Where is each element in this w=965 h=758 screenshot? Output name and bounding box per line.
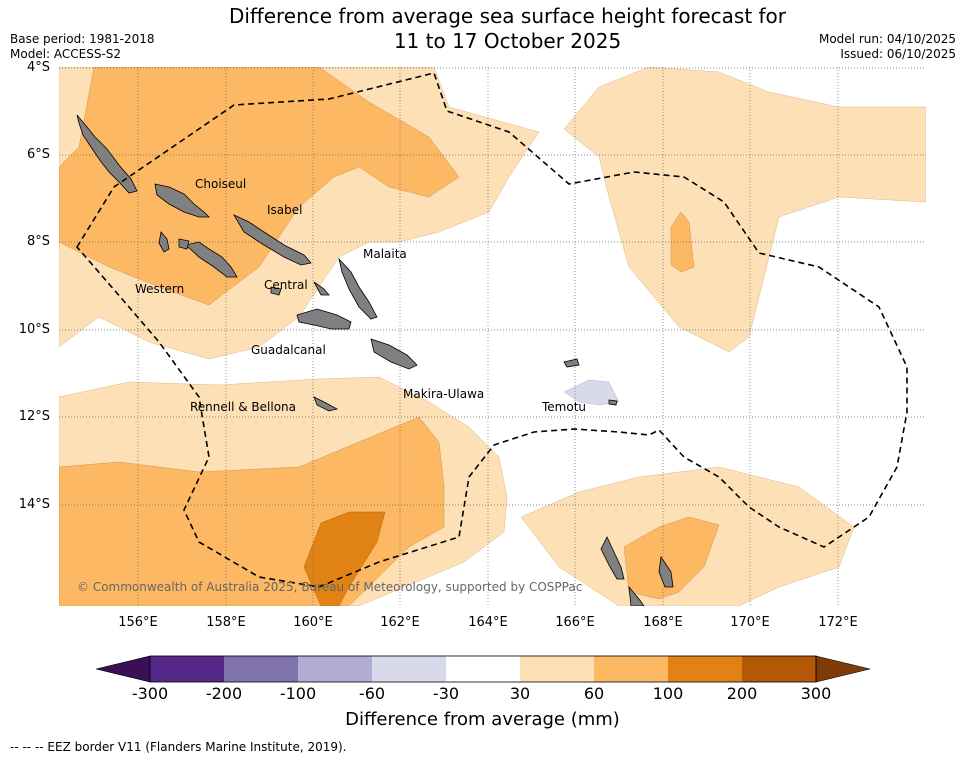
lon-label-164e: 164°E	[468, 615, 508, 630]
map-gridlines	[59, 67, 926, 606]
lat-label-4s: 4°S	[26, 60, 50, 75]
colorbar-tick-n60: -60	[358, 684, 386, 703]
lat-label-8s: 8°S	[26, 234, 50, 249]
colorbar-bin-n300-n200	[150, 656, 224, 682]
label-malaita: Malaita	[363, 247, 407, 261]
colorbar-tick-n200: -200	[205, 684, 243, 703]
lat-label-14s: 14°S	[18, 497, 50, 512]
colorbar-bin-n30-p30	[446, 656, 520, 682]
base-period: Base period: 1981-2018	[10, 32, 155, 46]
lat-label-12s: 12°S	[18, 409, 50, 424]
lon-label-172e: 172°E	[818, 615, 858, 630]
colorbar-tick-p100: 100	[652, 684, 684, 703]
lon-label-170e: 170°E	[730, 615, 770, 630]
colorbar	[95, 655, 871, 683]
colorbar-bin-p200-p300	[742, 656, 816, 682]
colorbar-bin-p100-p200	[668, 656, 742, 682]
colorbar-tick-n300: -300	[131, 684, 169, 703]
anomaly-100-200-area	[303, 511, 386, 606]
anomaly-negative-area	[563, 379, 620, 406]
colorbar-bin-p30-p60	[520, 656, 594, 682]
copyright-notice: © Commonwealth of Australia 2025, Bureau…	[77, 580, 583, 594]
model-run: Model run: 04/10/2025	[818, 32, 956, 46]
map-title-line2: 11 to 17 October 2025	[393, 29, 622, 53]
colorbar-tick-n30: -30	[432, 684, 460, 703]
solomon-islands-landmass	[76, 114, 674, 606]
colorbar-below-min	[95, 655, 151, 683]
colorbar-bin-n100-n60	[298, 656, 372, 682]
label-guadalcanal: Guadalcanal	[251, 343, 326, 357]
map-title-line1: Difference from average sea surface heig…	[228, 4, 787, 28]
lat-label-6s: 6°S	[26, 147, 50, 162]
map-title: Difference from average sea surface heig…	[0, 4, 965, 54]
colorbar-label: Difference from average (mm)	[345, 709, 620, 730]
colorbar-bin-n200-n100	[224, 656, 298, 682]
colorbar-tick-p200: 200	[726, 684, 758, 703]
colorbar-bin-p60-p100	[594, 656, 668, 682]
colorbar-tick-n100: -100	[279, 684, 317, 703]
lon-label-168e: 168°E	[643, 615, 683, 630]
lat-label-10s: 10°S	[18, 322, 50, 337]
lon-label-160e: 160°E	[293, 615, 333, 630]
label-choiseul: Choiseul	[195, 177, 247, 191]
colorbar-bin-n60-n30	[372, 656, 446, 682]
issued-date: Issued: 06/10/2025	[840, 47, 956, 61]
lon-label-166e: 166°E	[555, 615, 595, 630]
meta-right: Model run: 04/10/2025 Issued: 06/10/2025	[819, 32, 956, 62]
label-western: Western	[135, 282, 185, 296]
colorbar-above-max	[815, 655, 871, 683]
colorbar-tick-p300: 300	[800, 684, 832, 703]
colorbar-tick-p30: 30	[509, 684, 531, 703]
colorbar-frame	[149, 655, 817, 683]
colorbar-tick-p60: 60	[583, 684, 605, 703]
sea-surface-height-map	[59, 67, 926, 606]
lon-label-158e: 158°E	[206, 615, 246, 630]
eez-legend-note: -- -- -- EEZ border V11 (Flanders Marine…	[10, 740, 347, 754]
model-name: Model: ACCESS-S2	[10, 47, 122, 61]
lon-label-162e: 162°E	[380, 615, 420, 630]
label-rennell-bellona: Rennell & Bellona	[190, 400, 297, 414]
meta-left: Base period: 1981-2018 Model: ACCESS-S2	[10, 32, 155, 62]
label-makira-ulawa: Makira-Ulawa	[403, 387, 485, 401]
label-isabel: Isabel	[267, 203, 303, 217]
label-temotu: Temotu	[542, 400, 587, 414]
lon-label-156e: 156°E	[118, 615, 158, 630]
label-central: Central	[264, 278, 308, 292]
